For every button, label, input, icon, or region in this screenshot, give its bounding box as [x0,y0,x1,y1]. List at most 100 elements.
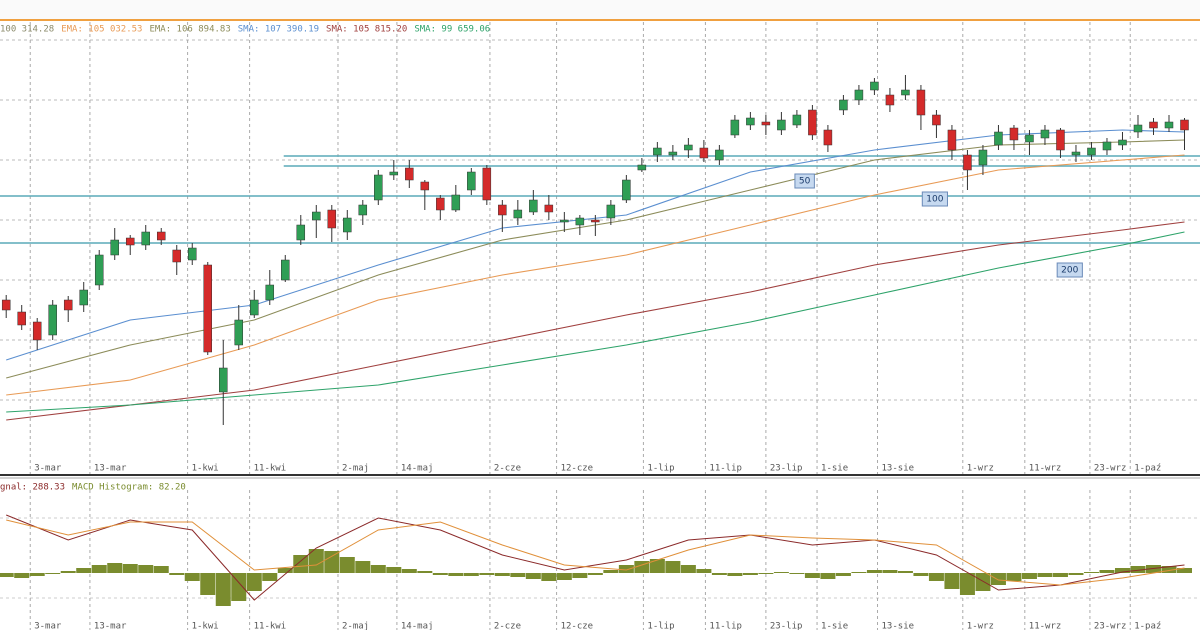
histogram-bar [882,570,898,573]
candle-body [141,231,150,246]
ma-label-box [921,191,948,207]
histogram-bar [1068,573,1084,575]
x-tick-label: 12-cze [561,464,594,474]
histogram-bar [556,573,572,580]
candle-body [746,117,755,126]
legend-entry: EMA: 106 894.83 [149,25,230,35]
candle-body [1164,121,1174,129]
histogram-bar [1021,573,1037,579]
x-tick-label: 11-lip [709,622,742,630]
histogram-bar [928,573,944,581]
ma-label: 200 [1061,266,1078,276]
candle-body [63,299,73,311]
x-tick-label: 12-cze [561,622,594,630]
candle-body [187,247,197,261]
candle-body [405,167,414,181]
moving-average-line [6,139,1185,379]
histogram-bar [138,565,154,573]
candle-body [854,89,864,101]
ma-label: 100 [926,195,943,205]
histogram-bar [169,573,185,575]
candle-body [963,154,972,171]
candle-body [730,119,740,136]
histogram-bar [0,573,14,577]
histogram-bar [1176,568,1192,573]
x-tick-label: 2-maj [342,622,369,630]
histogram-bar [479,573,495,575]
histogram-bar [324,551,340,573]
x-tick-label: 1-sie [821,622,848,630]
histogram-bar [696,569,712,573]
histogram-bar [525,573,541,579]
histogram-bar [277,568,293,573]
histogram-bar [262,573,278,581]
x-tick-label: 11-kwi [254,622,287,630]
candle-body [715,149,724,161]
x-tick-label: 3-mar [34,464,62,474]
histogram-bar [913,573,929,576]
candle-body [684,144,693,151]
candle-body [777,119,786,131]
moving-average-line [6,154,1185,396]
x-tick-label: 14-maj [401,464,434,474]
histogram-bar [370,565,386,573]
candle-body [110,239,119,256]
x-tick-label: 11-lip [709,464,742,474]
candle-body [125,237,135,246]
candle-body [234,319,244,346]
legend-entry: 100 314.28 [0,25,54,35]
candle-body [792,114,802,126]
histogram-bar [107,563,123,573]
histogram-bar [91,565,107,573]
histogram-bar [680,565,696,573]
candle-body [498,204,507,216]
histogram-bar [1052,573,1068,577]
x-tick-label: 1-kwi [192,622,219,630]
x-tick-label: 1-lip [647,464,674,474]
histogram-bar [308,549,324,573]
histogram-bar [1099,570,1115,573]
candle-body [79,289,88,306]
moving-average-line [6,221,1185,421]
histogram-bar [649,559,665,573]
moving-average-line [6,129,1185,361]
x-tick-label: 23-wrz [1094,464,1127,474]
histogram-bar [231,573,247,601]
histogram-bar [122,564,138,573]
x-tick-label: 1-kwi [192,464,219,474]
candle-body [637,164,647,171]
x-tick-label: 1-sie [821,464,848,474]
x-tick-label: 2-cze [494,464,521,474]
candle-body [699,147,709,159]
candle-body [374,174,383,201]
legend-entry: SMA: 99 659.06 [414,25,490,35]
legend-entry: SMA: 107 390.19 [238,25,319,35]
histogram-bar [463,573,479,576]
candle-body [1056,129,1065,151]
ma-label-box [794,173,815,189]
histogram-bar [851,572,867,573]
candle-body [172,249,181,263]
candle-body [281,259,290,281]
candle-body [1040,129,1050,139]
histogram-bar [215,573,231,606]
histogram-bar [804,573,820,578]
ma-label: 50 [799,177,811,187]
candle-body [296,224,306,241]
histogram-bar [432,573,448,575]
legend-entry: MACD Histogram: 82.20 [72,483,186,493]
x-tick-label: 2-maj [342,464,369,474]
x-tick-label: 1-wrz [967,622,994,630]
candle-body [94,254,104,286]
histogram-bar [448,573,464,576]
candle-body [885,94,895,106]
candle-body [978,149,988,166]
histogram-bar [944,573,960,589]
candle-body [901,89,910,96]
histogram-bar [1083,572,1099,573]
candle-body [591,219,600,223]
candle-body [343,217,352,233]
candle-body [1,299,11,311]
candle-body [823,129,833,146]
